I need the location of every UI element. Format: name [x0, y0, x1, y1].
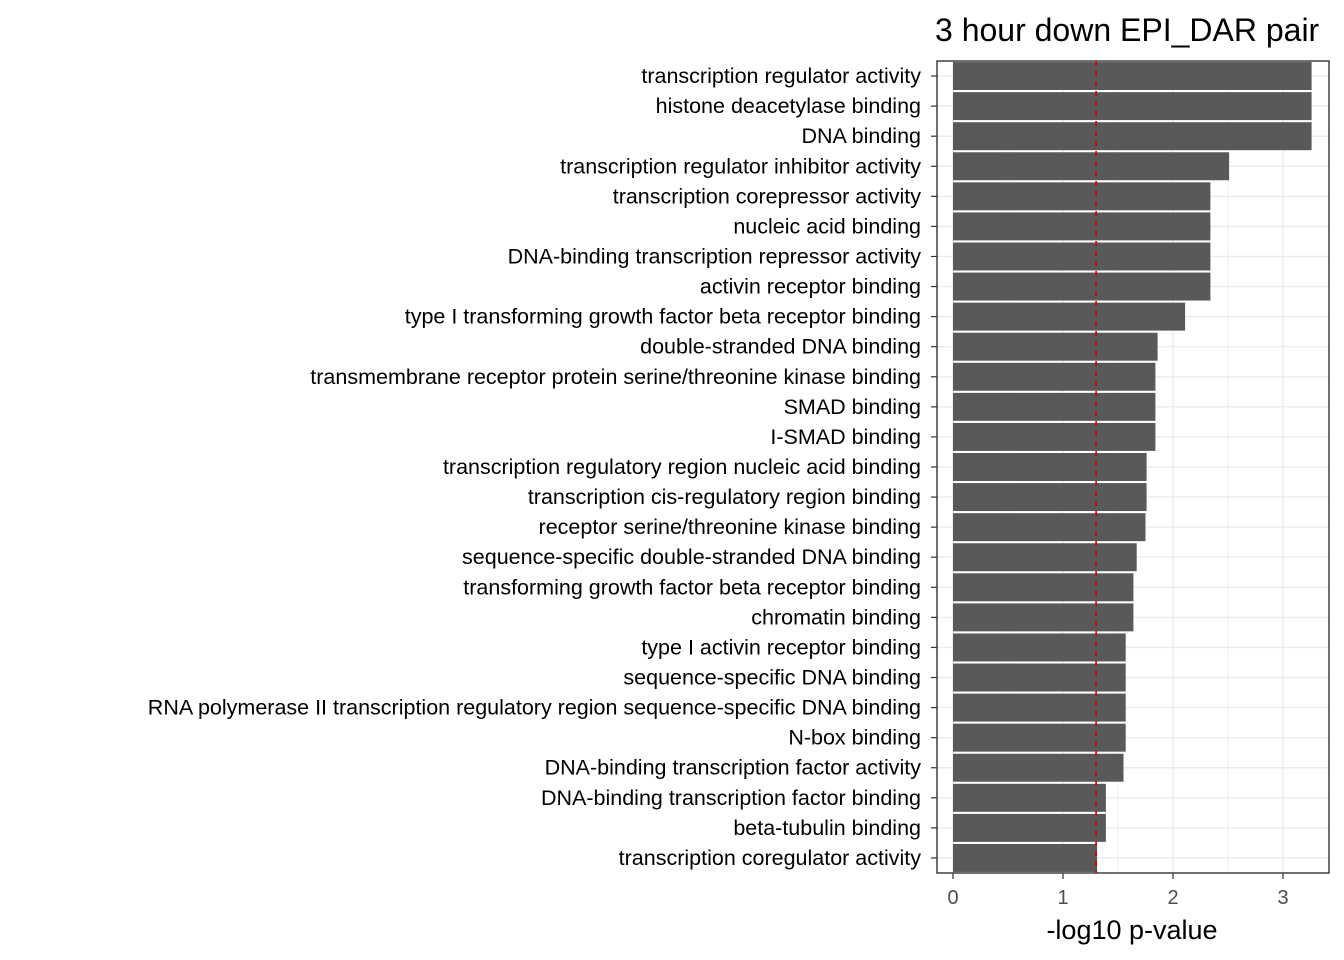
category-label: receptor serine/threonine kinase binding — [539, 515, 921, 539]
bar — [953, 182, 1211, 211]
category-label: I-SMAD binding — [770, 425, 921, 449]
category-label: transcription regulator activity — [641, 64, 921, 88]
bar — [953, 212, 1211, 241]
bar — [953, 152, 1230, 181]
chart-title: 3 hour down EPI_DAR pair — [935, 12, 1320, 48]
bar — [953, 392, 1156, 421]
x-axis-ticks: 0 1 2 3 — [947, 873, 1289, 909]
category-label: transcription cis-regulatory region bind… — [528, 485, 921, 509]
category-label: transmembrane receptor protein serine/th… — [310, 365, 921, 389]
bar — [953, 573, 1134, 602]
category-label: transcription regulator inhibitor activi… — [560, 154, 921, 178]
bar — [953, 693, 1126, 722]
bar — [953, 783, 1106, 812]
bar — [953, 242, 1211, 271]
bar — [953, 843, 1098, 872]
bar — [953, 603, 1134, 632]
category-label: sequence-specific DNA binding — [623, 666, 921, 690]
category-label: SMAD binding — [784, 395, 921, 419]
bar — [953, 543, 1137, 572]
category-label: DNA binding — [801, 124, 921, 148]
bar — [953, 663, 1126, 692]
bar — [953, 813, 1106, 842]
category-label: type I activin receptor binding — [641, 635, 921, 659]
x-tick-label: 3 — [1277, 887, 1288, 909]
category-label: DNA-binding transcription repressor acti… — [508, 244, 922, 268]
category-label: transforming growth factor beta receptor… — [463, 575, 921, 599]
category-label: DNA-binding transcription factor binding — [541, 786, 921, 810]
category-label: RNA polymerase II transcription regulato… — [148, 696, 921, 720]
bar — [953, 362, 1156, 391]
category-label: transcription regulatory region nucleic … — [443, 455, 921, 479]
category-label: transcription coregulator activity — [619, 846, 922, 870]
category-label: double-stranded DNA binding — [640, 335, 921, 359]
bars-group — [953, 62, 1312, 872]
bar — [953, 513, 1146, 542]
category-label: nucleic acid binding — [733, 214, 921, 238]
bar — [953, 753, 1124, 782]
bar — [953, 302, 1186, 331]
bar — [953, 453, 1147, 481]
bar — [953, 483, 1147, 512]
bar — [953, 332, 1158, 361]
x-tick-label: 2 — [1167, 887, 1178, 909]
bar — [953, 633, 1126, 662]
category-label: type I transforming growth factor beta r… — [405, 305, 921, 329]
category-label: DNA-binding transcription factor activit… — [545, 756, 922, 780]
category-label: sequence-specific double-stranded DNA bi… — [462, 545, 921, 569]
bar — [953, 723, 1126, 752]
category-label: histone deacetylase binding — [656, 94, 921, 118]
bar — [953, 62, 1312, 91]
category-label: chromatin binding — [751, 605, 921, 629]
category-labels: transcription regulator activity histone … — [148, 64, 937, 870]
bar — [953, 122, 1312, 151]
x-tick-label: 1 — [1057, 887, 1068, 909]
x-axis-title: -log10 p-value — [1046, 915, 1217, 945]
category-label: N-box binding — [788, 726, 921, 750]
category-label: activin receptor binding — [700, 275, 921, 299]
category-label: transcription corepressor activity — [613, 184, 922, 208]
x-tick-label: 0 — [947, 887, 958, 909]
bar — [953, 272, 1211, 301]
category-label: beta-tubulin binding — [733, 816, 921, 840]
bar — [953, 422, 1156, 451]
bar — [953, 92, 1312, 121]
